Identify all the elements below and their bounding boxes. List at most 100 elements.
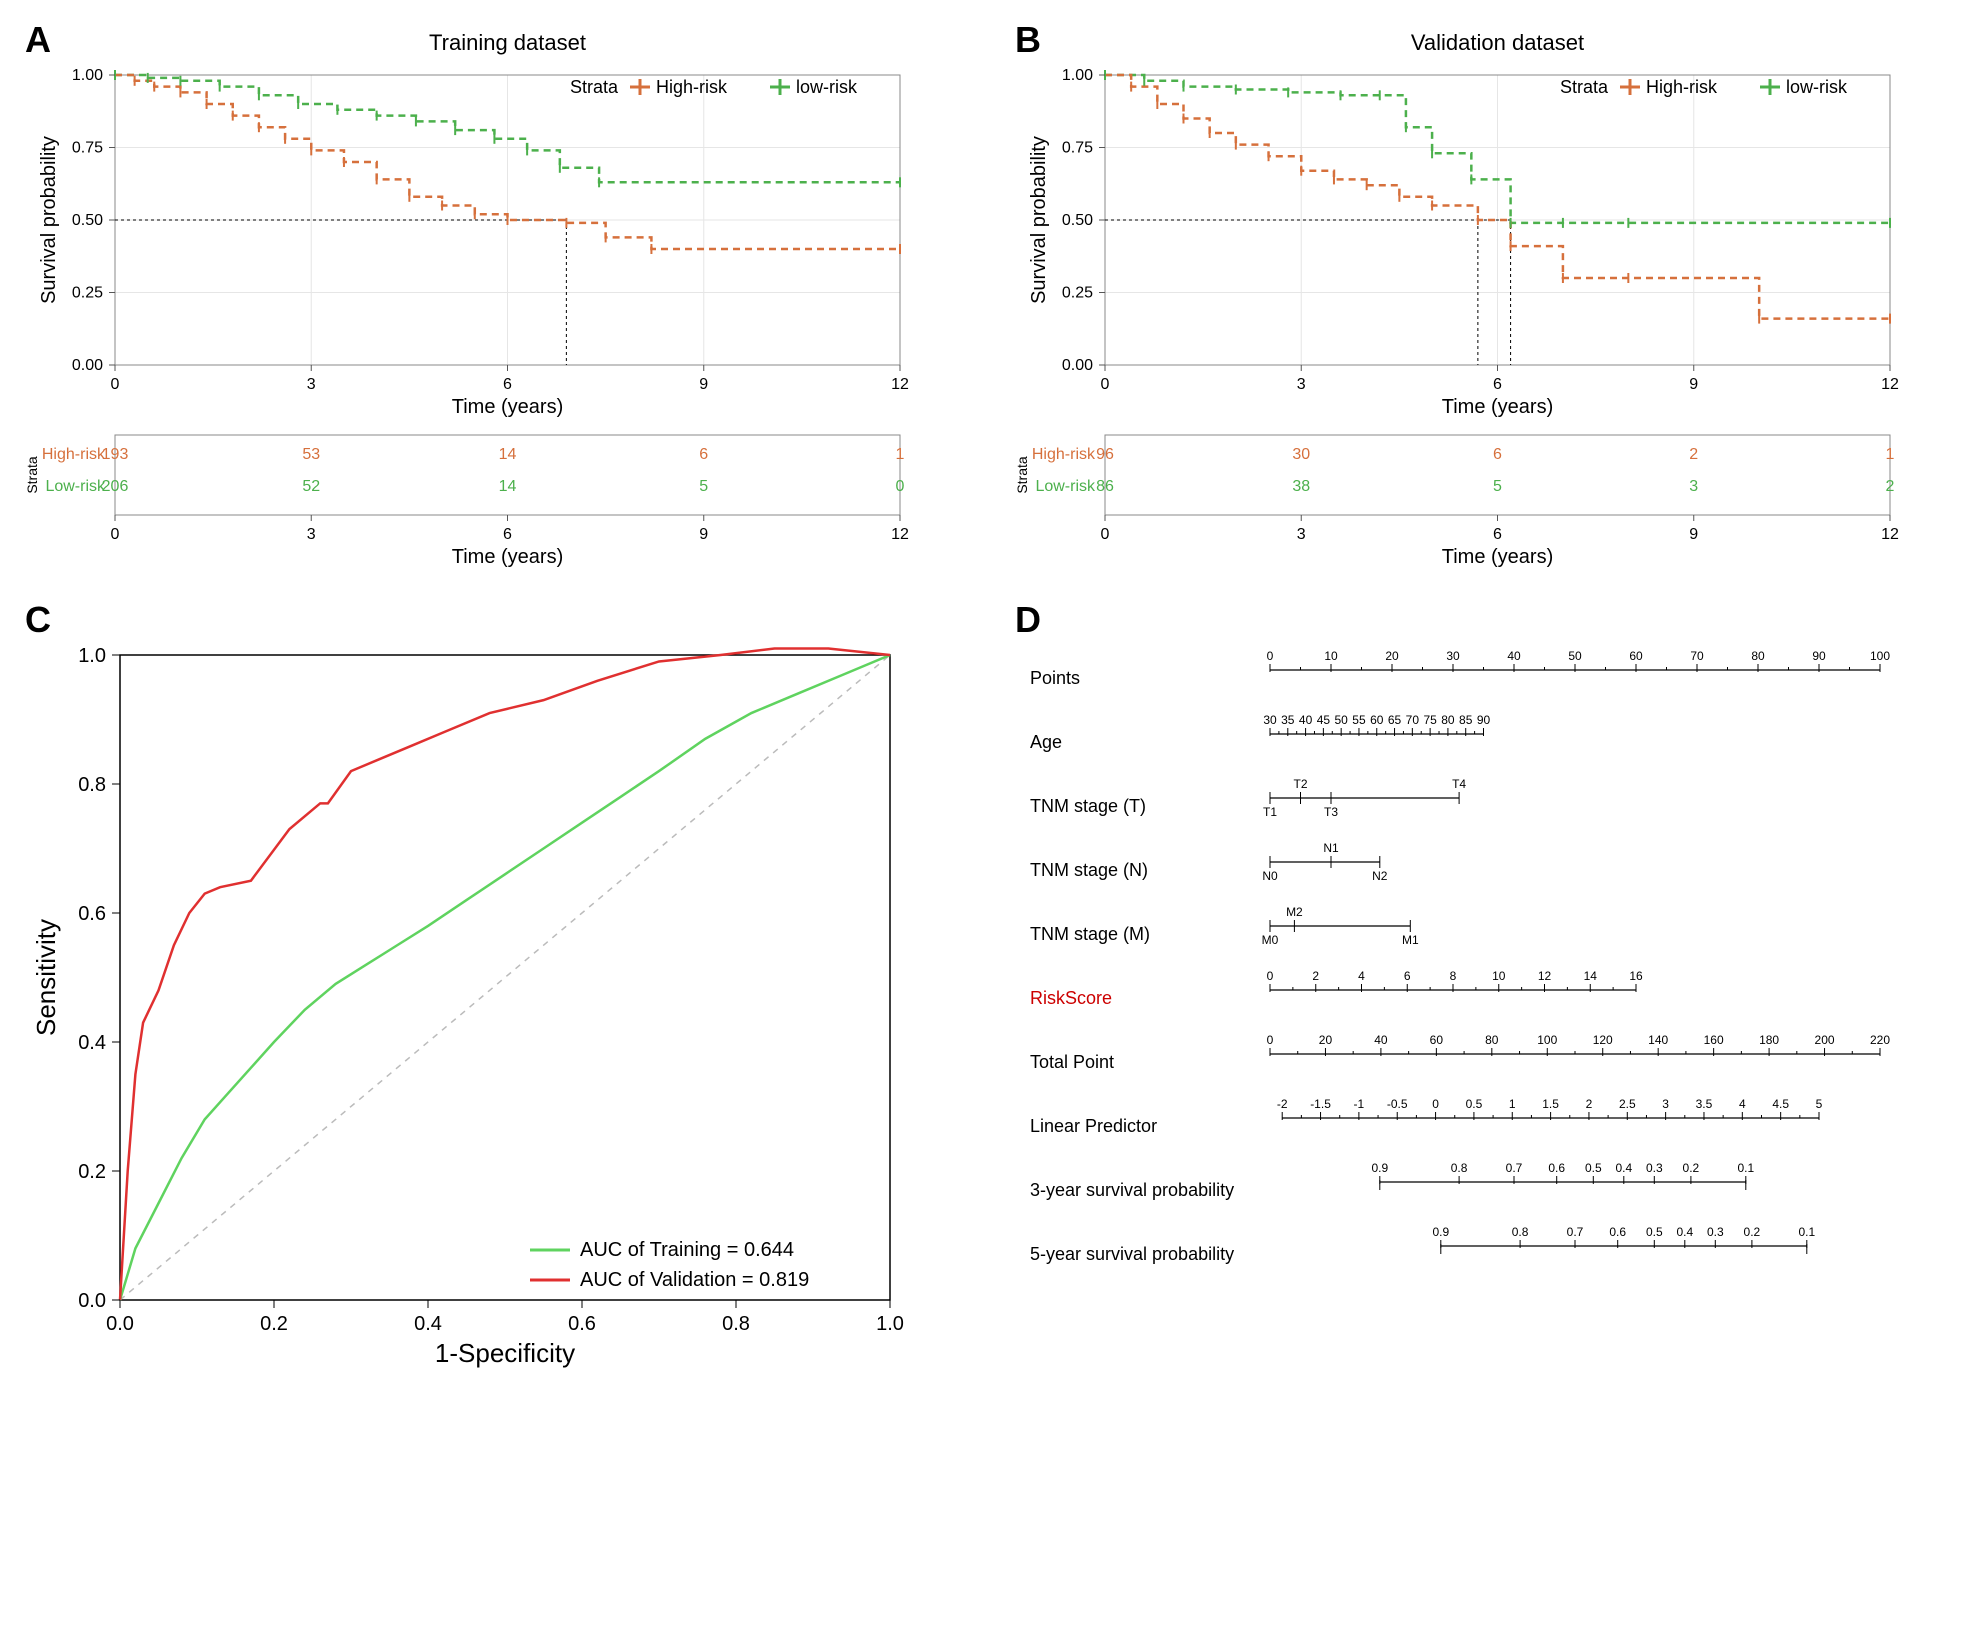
svg-text:Validation dataset: Validation dataset	[1411, 30, 1584, 55]
svg-text:Training dataset: Training dataset	[429, 30, 586, 55]
svg-text:3: 3	[1662, 1097, 1669, 1111]
svg-text:50: 50	[1334, 713, 1348, 727]
svg-text:60: 60	[1370, 713, 1384, 727]
svg-text:6: 6	[1404, 969, 1411, 983]
svg-text:75: 75	[1423, 713, 1437, 727]
svg-text:-0.5: -0.5	[1387, 1097, 1408, 1111]
svg-text:0.3: 0.3	[1646, 1161, 1663, 1175]
svg-text:0.50: 0.50	[72, 212, 103, 229]
svg-text:3: 3	[1297, 526, 1306, 543]
svg-text:3: 3	[1689, 478, 1698, 495]
svg-text:4: 4	[1739, 1097, 1746, 1111]
svg-text:10: 10	[1324, 649, 1338, 663]
svg-text:0.0: 0.0	[106, 1313, 134, 1335]
svg-text:6: 6	[1493, 526, 1502, 543]
svg-text:1.00: 1.00	[1062, 67, 1093, 84]
svg-text:Low-risk: Low-risk	[45, 478, 106, 495]
svg-text:Time (years): Time (years)	[452, 396, 563, 418]
svg-text:9: 9	[699, 526, 708, 543]
svg-text:A: A	[25, 20, 51, 60]
svg-text:4.5: 4.5	[1772, 1097, 1789, 1111]
svg-text:Strata: Strata	[1014, 456, 1030, 494]
svg-text:D: D	[1015, 600, 1041, 640]
svg-text:Age: Age	[1030, 732, 1062, 752]
panel-b: BValidation dataset0369120.000.250.500.7…	[1010, 20, 1960, 580]
svg-text:193: 193	[102, 446, 129, 463]
svg-text:0.4: 0.4	[78, 1032, 106, 1054]
svg-text:TNM stage (T): TNM stage (T)	[1030, 796, 1146, 816]
svg-text:12: 12	[1881, 526, 1899, 543]
svg-text:6: 6	[503, 526, 512, 543]
svg-text:0.8: 0.8	[722, 1313, 750, 1335]
svg-text:70: 70	[1690, 649, 1704, 663]
svg-text:90: 90	[1812, 649, 1826, 663]
svg-text:65: 65	[1388, 713, 1402, 727]
svg-text:Time (years): Time (years)	[1442, 546, 1553, 568]
svg-text:5: 5	[1493, 478, 1502, 495]
svg-text:0.25: 0.25	[72, 285, 103, 302]
panel-d: DPoints0102030405060708090100Age30354045…	[1010, 600, 1960, 1380]
svg-text:0: 0	[896, 478, 905, 495]
svg-text:0: 0	[1432, 1097, 1439, 1111]
svg-text:3-year survival probability: 3-year survival probability	[1030, 1180, 1234, 1200]
svg-text:T4: T4	[1452, 777, 1466, 791]
svg-text:0.4: 0.4	[414, 1313, 442, 1335]
svg-text:0.75: 0.75	[72, 140, 103, 157]
svg-text:0: 0	[1267, 969, 1274, 983]
svg-text:12: 12	[891, 376, 909, 393]
svg-text:52: 52	[302, 478, 320, 495]
svg-text:1: 1	[1886, 446, 1895, 463]
svg-text:AUC of Training = 0.644: AUC of Training = 0.644	[580, 1239, 794, 1261]
figure-grid: ATraining dataset0369120.000.250.500.751…	[20, 20, 1960, 1380]
svg-text:1.0: 1.0	[78, 645, 106, 667]
svg-text:1.00: 1.00	[72, 67, 103, 84]
svg-text:2: 2	[1886, 478, 1895, 495]
svg-text:3.5: 3.5	[1696, 1097, 1713, 1111]
svg-text:Strata: Strata	[24, 456, 40, 494]
svg-text:AUC of Validation = 0.819: AUC of Validation = 0.819	[580, 1269, 809, 1291]
svg-text:0.7: 0.7	[1567, 1225, 1584, 1239]
svg-text:40: 40	[1374, 1033, 1388, 1047]
svg-text:9: 9	[1689, 376, 1698, 393]
svg-text:M2: M2	[1286, 905, 1303, 919]
svg-text:0.1: 0.1	[1737, 1161, 1754, 1175]
svg-text:0.0: 0.0	[78, 1290, 106, 1312]
svg-text:100: 100	[1870, 649, 1890, 663]
svg-text:Survival probability: Survival probability	[38, 136, 60, 304]
svg-text:12: 12	[1538, 969, 1552, 983]
svg-text:5: 5	[1816, 1097, 1823, 1111]
svg-text:0.4: 0.4	[1615, 1161, 1632, 1175]
svg-text:TNM stage (M): TNM stage (M)	[1030, 924, 1150, 944]
svg-text:Sensitivity: Sensitivity	[31, 919, 61, 1036]
svg-text:80: 80	[1441, 713, 1455, 727]
svg-text:2.5: 2.5	[1619, 1097, 1636, 1111]
svg-text:Strata: Strata	[570, 77, 619, 97]
svg-text:0.2: 0.2	[1744, 1225, 1761, 1239]
svg-text:Survival probability: Survival probability	[1028, 136, 1050, 304]
svg-text:0.8: 0.8	[78, 774, 106, 796]
svg-text:0: 0	[1267, 649, 1274, 663]
svg-text:Points: Points	[1030, 668, 1080, 688]
svg-text:45: 45	[1317, 713, 1331, 727]
svg-text:1-Specificity: 1-Specificity	[435, 1338, 575, 1368]
svg-text:T1: T1	[1263, 805, 1277, 819]
svg-text:6: 6	[503, 376, 512, 393]
svg-text:N0: N0	[1262, 869, 1278, 883]
svg-text:14: 14	[499, 446, 517, 463]
svg-text:0.2: 0.2	[78, 1161, 106, 1183]
svg-text:0.50: 0.50	[1062, 212, 1093, 229]
svg-text:-2: -2	[1277, 1097, 1288, 1111]
svg-text:9: 9	[1689, 526, 1698, 543]
svg-text:Linear Predictor: Linear Predictor	[1030, 1116, 1157, 1136]
svg-text:High-risk: High-risk	[1646, 77, 1718, 97]
svg-text:12: 12	[891, 526, 909, 543]
svg-text:2: 2	[1689, 446, 1698, 463]
svg-text:0.2: 0.2	[1683, 1161, 1700, 1175]
svg-text:14: 14	[1584, 969, 1598, 983]
svg-text:T3: T3	[1324, 805, 1338, 819]
svg-text:Strata: Strata	[1560, 77, 1609, 97]
svg-text:10: 10	[1492, 969, 1506, 983]
svg-text:38: 38	[1292, 478, 1310, 495]
svg-text:0.5: 0.5	[1585, 1161, 1602, 1175]
svg-text:Time (years): Time (years)	[452, 546, 563, 568]
